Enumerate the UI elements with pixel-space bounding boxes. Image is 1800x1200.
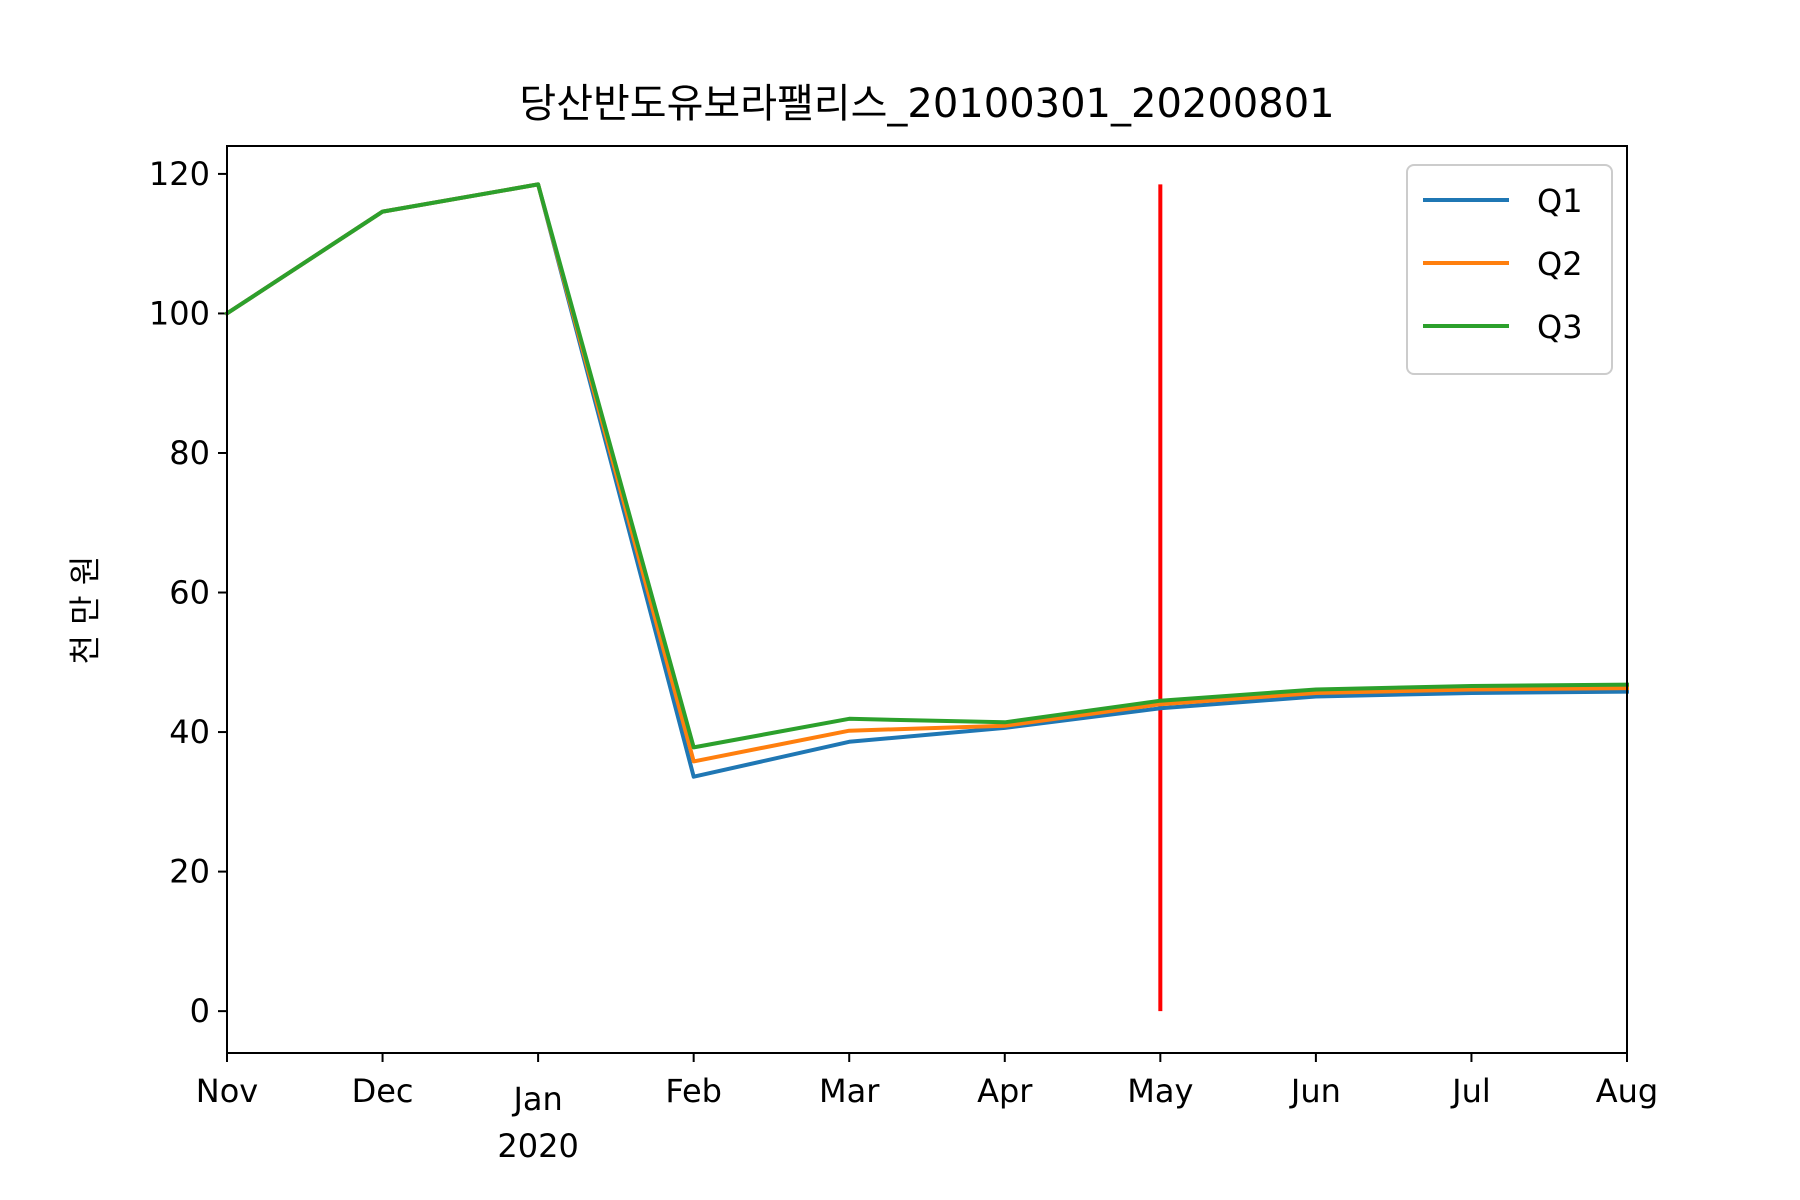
- x-tick-label: Jun: [1289, 1072, 1341, 1110]
- x-tick-label: Jan: [511, 1080, 562, 1118]
- x-tick-label: Aug: [1596, 1072, 1658, 1110]
- x-tick-label: Apr: [977, 1072, 1033, 1110]
- y-tick-label: 80: [169, 434, 210, 472]
- legend-box: [1406, 164, 1613, 375]
- y-tick-label: 100: [149, 294, 210, 332]
- x-year-label: 2020: [497, 1127, 578, 1165]
- x-tick-label: May: [1127, 1072, 1193, 1110]
- y-tick-label: 120: [149, 155, 210, 193]
- legend-label: Q2: [1537, 245, 1583, 283]
- axes-frame: [226, 145, 1628, 1054]
- y-tick-label: 40: [169, 713, 210, 751]
- x-tick-label: Mar: [819, 1072, 880, 1110]
- chart-title: 당산반도유보라팰리스_20100301_20200801: [519, 81, 1334, 127]
- x-tick-label: Nov: [196, 1072, 258, 1110]
- plot-area: 0 20 40 60 80 100 120 Nov Dec Jan 2020 Feb Mar Apr May…: [149, 155, 1658, 1165]
- y-tick-label: 20: [169, 853, 210, 891]
- y-tick-label: 0: [190, 992, 210, 1030]
- x-tick-label: Jul: [1450, 1072, 1491, 1110]
- series-line-q3: [224, 182, 1630, 750]
- y-tick-label: 60: [169, 574, 210, 612]
- legend-label: Q3: [1537, 308, 1583, 346]
- x-tick-label: Dec: [352, 1072, 414, 1110]
- legend-label: Q1: [1537, 182, 1583, 220]
- x-tick-label: Feb: [665, 1072, 722, 1110]
- y-axis-label: 천 만 원: [66, 556, 104, 665]
- legend: Q1 Q2 Q3: [1406, 164, 1613, 375]
